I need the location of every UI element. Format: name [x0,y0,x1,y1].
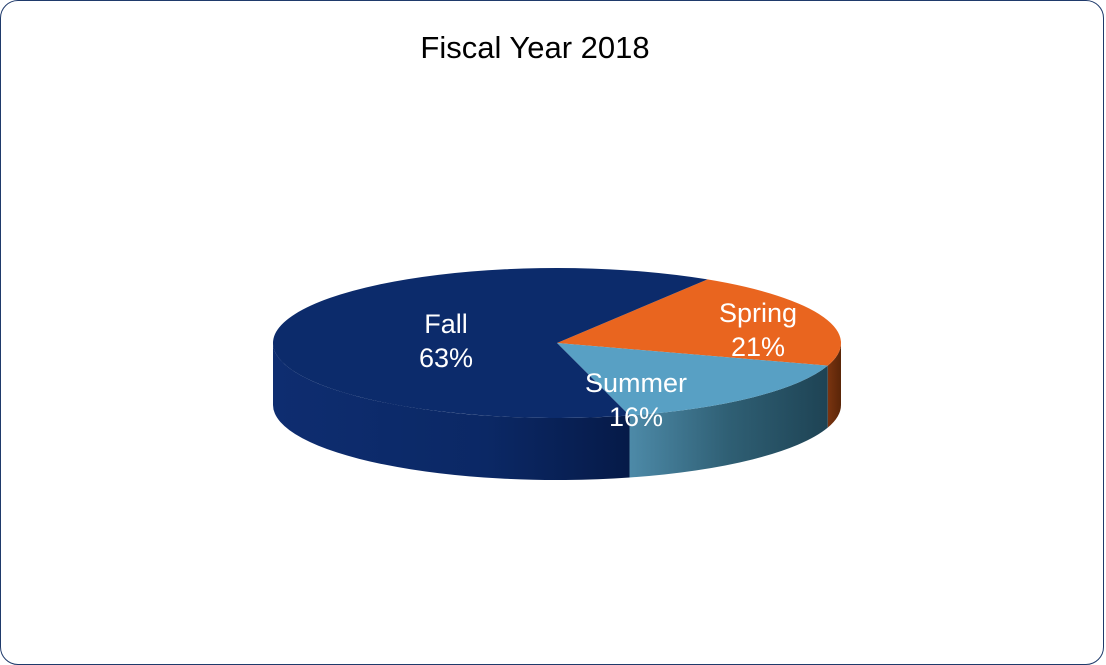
slice-percent-summer: 16% [609,402,663,432]
slice-label-fall: Fall [424,309,468,339]
slice-label-spring: Spring [719,298,797,328]
slice-percent-fall: 63% [419,343,473,373]
slice-percent-spring: 21% [731,332,785,362]
slice-label-summer: Summer [585,368,687,398]
